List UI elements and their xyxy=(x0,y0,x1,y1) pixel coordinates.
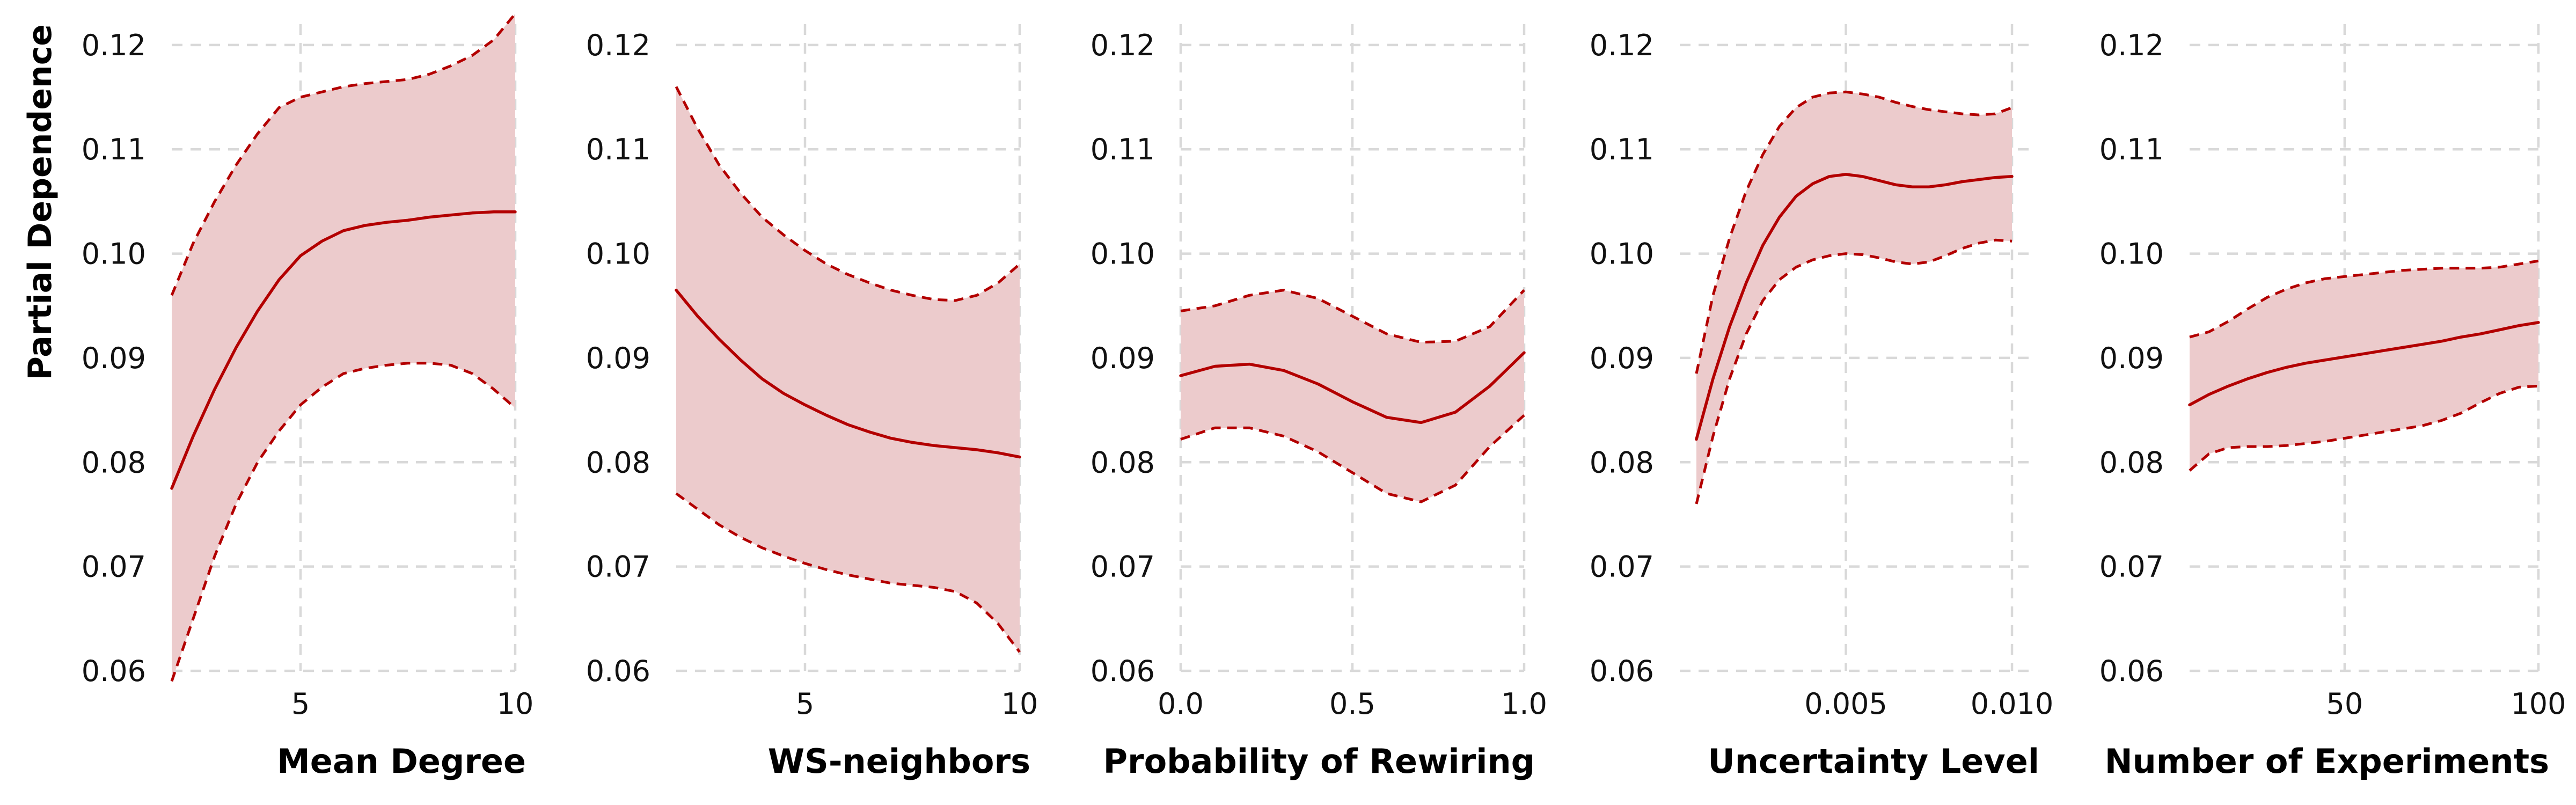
lower-bound-line xyxy=(2189,384,2539,472)
x-tick-label: 5 xyxy=(291,687,310,721)
y-tick-label: 0.07 xyxy=(82,550,146,584)
y-tick-label: 0.06 xyxy=(1590,654,1654,688)
y-tick-label: 0.11 xyxy=(1590,133,1654,166)
x-tick-label: 100 xyxy=(2511,687,2566,721)
y-tick-label: 0.10 xyxy=(586,237,650,271)
upper-bound-line xyxy=(2189,259,2539,339)
x-tick-label: 10 xyxy=(1001,687,1038,721)
x-tick-label: 0.005 xyxy=(1804,687,1887,721)
lower-bound-line xyxy=(1695,238,2012,504)
x-tick-label: 0.5 xyxy=(1329,687,1375,721)
y-tick-label: 0.08 xyxy=(1091,445,1155,479)
y-tick-label: 0.08 xyxy=(82,445,146,479)
y-tick-label: 0.08 xyxy=(2099,445,2164,479)
panel-1: 0.06 0.07 0.08 0.09 0.10 0.11 0.12 5 10 Mean Degr… xyxy=(21,13,534,781)
x-tick-label: 5 xyxy=(796,687,814,721)
x-axis-label: Mean Degree xyxy=(277,742,526,781)
upper-bound-line xyxy=(675,86,1021,302)
y-tick-label: 0.10 xyxy=(1590,237,1654,271)
confidence-band xyxy=(676,86,1020,653)
y-tick-label: 0.06 xyxy=(82,654,146,688)
mean-line xyxy=(675,288,1021,459)
confidence-band xyxy=(2190,261,2538,471)
confidence-band xyxy=(1181,290,1524,502)
y-tick-label: 0.12 xyxy=(2099,28,2164,62)
y-tick-label: 0.12 xyxy=(1091,28,1155,62)
y-tick-label: 0.11 xyxy=(586,133,650,166)
confidence-band xyxy=(1696,92,2012,504)
x-tick-label: 0.010 xyxy=(1971,687,2054,721)
y-tick-label: 0.07 xyxy=(2099,550,2164,584)
mean-line xyxy=(1695,173,2014,441)
lower-bound-line xyxy=(1180,414,1525,503)
x-axis-label: WS-neighbors xyxy=(768,742,1030,781)
upper-bound-line xyxy=(170,13,516,296)
y-tick-label: 0.11 xyxy=(2099,133,2164,166)
lower-bound-line xyxy=(170,362,516,682)
x-axis-label: Number of Experiments xyxy=(2105,742,2549,781)
panel-4: 0.06 0.07 0.08 0.09 0.10 0.11 0.12 0.005 0.010 Un… xyxy=(1590,24,2054,781)
x-tick-label: 50 xyxy=(2326,687,2363,721)
y-tick-label: 0.07 xyxy=(1590,550,1654,584)
panel-3: 0.06 0.07 0.08 0.09 0.10 0.11 0.12 0.0 0.5 1.0 Pro… xyxy=(1091,24,1547,781)
y-tick-label: 0.10 xyxy=(82,237,146,271)
y-tick-label: 0.12 xyxy=(82,28,146,62)
y-tick-label: 0.07 xyxy=(1091,550,1155,584)
mean-line xyxy=(2188,321,2540,407)
y-tick-label: 0.09 xyxy=(82,341,146,375)
y-tick-label: 0.11 xyxy=(1091,133,1155,166)
y-tick-label: 0.08 xyxy=(1590,445,1654,479)
mean-line xyxy=(1179,351,1526,425)
y-tick-label: 0.07 xyxy=(586,550,650,584)
mean-line xyxy=(170,210,517,490)
x-tick-label: 1.0 xyxy=(1501,687,1547,721)
upper-bound-line xyxy=(1180,289,1525,344)
x-tick-label: 10 xyxy=(497,687,534,721)
panel-2: 0.06 0.07 0.08 0.09 0.10 0.11 0.12 5 10 WS-neighb… xyxy=(586,24,1038,781)
y-tick-label: 0.09 xyxy=(2099,341,2164,375)
y-tick-label: 0.08 xyxy=(586,445,650,479)
y-tick-label: 0.09 xyxy=(1091,341,1155,375)
y-tick-label: 0.12 xyxy=(1590,28,1654,62)
y-tick-label: 0.06 xyxy=(1091,654,1155,688)
confidence-band xyxy=(172,13,515,682)
x-axis-label: Probability of Rewiring xyxy=(1103,742,1535,781)
y-tick-label: 0.09 xyxy=(586,341,650,375)
x-tick-label: 0.0 xyxy=(1158,687,1204,721)
y-tick-label: 0.10 xyxy=(2099,237,2164,271)
y-tick-label: 0.09 xyxy=(1590,341,1654,375)
lower-bound-line xyxy=(675,492,1021,653)
y-axis-label: Partial Dependence xyxy=(21,24,59,380)
upper-bound-line xyxy=(1695,90,2012,374)
y-tick-label: 0.10 xyxy=(1091,237,1155,271)
y-tick-label: 0.12 xyxy=(586,28,650,62)
y-tick-label: 0.06 xyxy=(586,654,650,688)
y-tick-label: 0.06 xyxy=(2099,654,2164,688)
y-tick-label: 0.11 xyxy=(82,133,146,166)
x-axis-label: Uncertainty Level xyxy=(1708,742,2039,781)
panel-5: 0.06 0.07 0.08 0.09 0.10 0.11 0.12 50 100 Number … xyxy=(2099,24,2566,781)
